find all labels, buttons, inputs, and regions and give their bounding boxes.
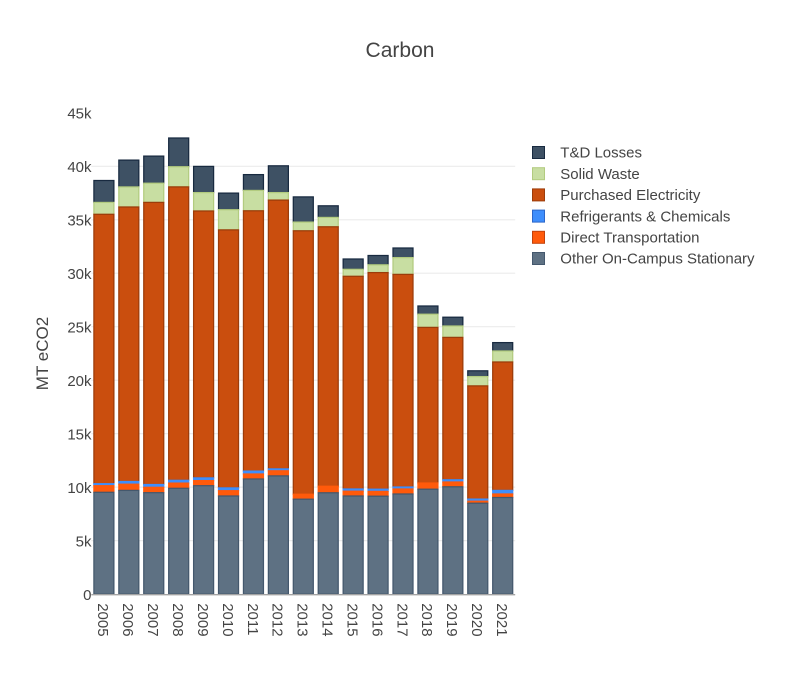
svg-text:2012: 2012 [269,603,286,636]
svg-text:2015: 2015 [343,603,360,636]
svg-text:Carbon: Carbon [366,39,435,62]
svg-text:20k: 20k [67,373,92,390]
svg-text:2013: 2013 [294,603,311,636]
svg-text:2016: 2016 [368,603,385,636]
svg-text:2008: 2008 [169,603,186,636]
svg-text:T&D Losses: T&D Losses [560,145,642,162]
svg-text:2020: 2020 [468,603,485,636]
svg-text:2007: 2007 [144,603,161,636]
svg-text:Other On-Campus Stationary: Other On-Campus Stationary [560,251,755,268]
svg-text:MT eCO2: MT eCO2 [33,317,52,390]
svg-text:Solid Waste: Solid Waste [560,166,639,183]
svg-text:5k: 5k [76,533,92,550]
svg-text:2010: 2010 [219,603,236,636]
svg-text:2005: 2005 [94,603,111,636]
svg-text:2018: 2018 [418,603,435,636]
svg-text:2021: 2021 [493,603,510,636]
svg-text:15k: 15k [67,426,92,443]
svg-text:25k: 25k [67,319,92,336]
svg-text:40k: 40k [67,159,92,176]
svg-text:2011: 2011 [244,603,261,635]
svg-text:30k: 30k [67,266,92,283]
svg-text:45k: 45k [67,106,92,123]
svg-text:35k: 35k [67,213,92,230]
svg-text:2014: 2014 [319,603,336,636]
svg-text:2019: 2019 [443,603,460,636]
svg-text:2006: 2006 [119,603,136,636]
svg-text:2017: 2017 [393,603,410,636]
svg-text:2009: 2009 [194,603,211,636]
svg-text:Refrigerants & Chemicals: Refrigerants & Chemicals [560,208,730,225]
svg-text:Purchased Electricity: Purchased Electricity [560,187,701,204]
svg-text:10k: 10k [67,480,92,497]
svg-text:0: 0 [83,587,91,604]
svg-text:Direct Transportation: Direct Transportation [560,230,699,247]
